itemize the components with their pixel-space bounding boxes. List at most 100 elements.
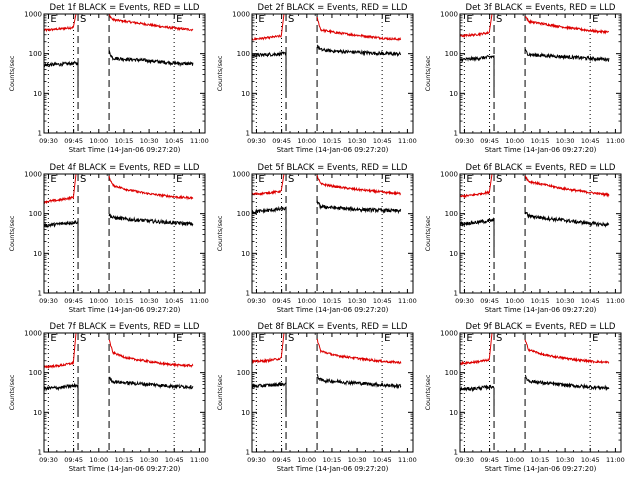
x-tick-label: 10:45 (165, 137, 184, 145)
x-tick-label: 09:30 (39, 456, 58, 464)
x-tick-label: 10:30 (140, 137, 159, 145)
x-axis-label: Start Time (14-Jan-06 09:27:20) (277, 306, 389, 314)
x-axis-label: Start Time (14-Jan-06 09:27:20) (485, 465, 597, 473)
lld-series-line (524, 175, 610, 198)
chart-title: Det 5f BLACK = Events, RED = LLD (258, 163, 408, 173)
y-axis-label: Counts/sec (424, 374, 432, 410)
x-tick-label: 10:30 (140, 456, 159, 464)
plot-frame (43, 13, 206, 134)
x-tick-label: 09:30 (455, 456, 474, 464)
x-tick-label: 10:15 (115, 137, 134, 145)
y-axis-label: Counts/sec (8, 55, 16, 91)
marker-label: E (176, 333, 182, 344)
x-tick-label: 10:30 (556, 137, 575, 145)
x-tick-label: 10:15 (531, 137, 550, 145)
marker-label: E (592, 333, 598, 344)
x-tick-label: 10:00 (297, 297, 316, 305)
x-tick-label: 10:45 (581, 297, 600, 305)
y-axis-label: Counts/sec (424, 215, 432, 251)
marker-label: E (258, 333, 264, 344)
y-tick-label: 1000 (24, 171, 42, 179)
x-tick-label: 09:30 (455, 137, 474, 145)
plot-frame (251, 13, 414, 134)
y-tick-label: 10 (241, 250, 250, 258)
marker-label: E (258, 174, 264, 185)
y-tick-label: 1 (38, 290, 42, 298)
chart-panel-3: Det 3f BLACK = Events, RED = LLD Counts/s… (424, 3, 625, 154)
x-tick-label: 09:30 (39, 137, 58, 145)
events-series-line (44, 60, 79, 98)
y-tick-label: 100 (237, 210, 250, 218)
y-tick-label: 1000 (232, 171, 250, 179)
x-tick-label: 09:45 (64, 297, 83, 305)
x-tick-label: 09:30 (247, 297, 266, 305)
chart-title: Det 7f BLACK = Events, RED = LLD (50, 322, 200, 332)
marker-label: E (50, 14, 56, 25)
marker-label: E (50, 333, 56, 344)
lld-series-line (252, 333, 285, 365)
y-tick-label: 10 (449, 250, 458, 258)
events-series-line (460, 54, 495, 98)
x-tick-label: 10:30 (348, 297, 367, 305)
lld-series-line (108, 339, 194, 368)
x-tick-label: 11:00 (190, 456, 209, 464)
marker-label: S (288, 174, 294, 185)
x-tick-label: 10:15 (323, 456, 342, 464)
y-axis-label: Counts/sec (8, 374, 16, 410)
y-tick-label: 1 (246, 449, 250, 457)
y-tick-label: 1000 (440, 11, 458, 19)
lld-series-line (316, 338, 402, 365)
events-series-line (460, 384, 495, 417)
y-tick-label: 1000 (440, 330, 458, 338)
y-axis-label: Counts/sec (8, 215, 16, 251)
chart-title: Det 8f BLACK = Events, RED = LLD (258, 322, 408, 332)
y-tick-label: 100 (445, 210, 458, 218)
events-series-line (316, 200, 402, 215)
y-tick-label: 100 (29, 210, 42, 218)
chart-title: Det 3f BLACK = Events, RED = LLD (466, 3, 616, 13)
y-tick-label: 100 (29, 369, 42, 377)
plot-frame (251, 332, 414, 453)
lld-series-line (252, 14, 285, 41)
x-tick-label: 11:00 (398, 297, 417, 305)
chart-title: Det 4f BLACK = Events, RED = LLD (50, 163, 200, 173)
chart-title: Det 6f BLACK = Events, RED = LLD (466, 163, 616, 173)
x-tick-label: 10:15 (115, 297, 134, 305)
events-series-line (108, 376, 194, 390)
x-tick-label: 09:45 (480, 137, 499, 145)
plot-frame (459, 13, 622, 134)
marker-label: S (496, 174, 502, 185)
x-tick-label: 09:30 (247, 137, 266, 145)
lld-series-line (108, 175, 194, 201)
x-tick-label: 10:00 (505, 297, 524, 305)
x-tick-label: 11:00 (398, 137, 417, 145)
x-tick-label: 10:30 (556, 456, 575, 464)
y-tick-label: 10 (449, 409, 458, 417)
x-tick-label: 10:15 (531, 297, 550, 305)
y-tick-label: 100 (445, 50, 458, 58)
marker-label: E (176, 174, 182, 185)
x-tick-label: 11:00 (606, 137, 625, 145)
y-tick-label: 1 (454, 130, 458, 138)
x-tick-label: 09:45 (272, 137, 291, 145)
x-axis-label: Start Time (14-Jan-06 09:27:20) (485, 306, 597, 314)
marker-label: E (466, 14, 472, 25)
plot-frame (459, 173, 622, 294)
x-axis-label: Start Time (14-Jan-06 09:27:20) (69, 465, 181, 473)
lld-series-line (316, 16, 402, 42)
y-axis-label: Counts/sec (216, 374, 224, 410)
events-series-line (252, 381, 287, 417)
x-axis-label: Start Time (14-Jan-06 09:27:20) (69, 146, 181, 154)
y-tick-label: 100 (29, 50, 42, 58)
y-axis-label: Counts/sec (424, 55, 432, 91)
y-tick-label: 1 (454, 449, 458, 457)
lld-series-line (252, 174, 285, 196)
y-tick-label: 1 (246, 130, 250, 138)
chart-panel-5: Det 5f BLACK = Events, RED = LLD Counts/s… (216, 163, 417, 314)
marker-label: S (80, 174, 86, 185)
plot-frame (43, 332, 206, 453)
x-tick-label: 10:45 (373, 297, 392, 305)
lld-series-line (108, 14, 194, 32)
chart-panel-1: Det 1f BLACK = Events, RED = LLD Counts/s… (8, 3, 209, 154)
events-series-line (316, 373, 402, 390)
